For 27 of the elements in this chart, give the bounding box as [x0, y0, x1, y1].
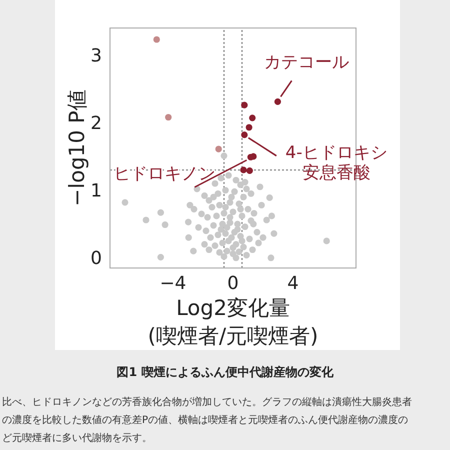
point: [246, 124, 252, 131]
y-tick-label: 0: [90, 248, 102, 270]
x-axis-title: Log2変化量 (喫煙者/元喫煙者): [148, 296, 318, 348]
point: [241, 132, 248, 138]
y-tick-label: 1: [90, 180, 102, 202]
annotation: ヒドロキノン: [114, 164, 216, 184]
text: の濃度を比較した数値の有意差Pの値、横軸は喫煙者と元喫煙者のふん便代謝産物の濃度の: [2, 414, 408, 426]
point: [215, 146, 222, 152]
x-tick-label: 4: [287, 272, 299, 294]
x-tick-label: −4: [160, 272, 186, 294]
point: [153, 36, 160, 43]
text: 図1 喫煙によるふん便中代謝産物の変化: [116, 365, 334, 379]
annotation: カテコール: [264, 52, 350, 73]
point: [241, 102, 248, 108]
y-axis-title: −log10 P値: [65, 90, 89, 206]
text: 比べ、ヒドロキノンなどの芳香族化合物が増加していた。グラフの縦軸は潰瘍性大腸炎患者: [2, 396, 412, 408]
point: [274, 98, 281, 105]
point: [246, 167, 253, 174]
y-tick-label: 3: [90, 45, 102, 66]
x-tick-label: 0: [227, 272, 239, 294]
point: [247, 154, 254, 160]
point: [165, 114, 172, 121]
point: [249, 114, 256, 122]
annotation: 4-ヒドロキシ安息香酸: [284, 142, 388, 183]
text: ど元喫煙者に多い代謝物を示す。: [2, 432, 152, 444]
y-tick-label: 2: [90, 113, 102, 134]
point: [240, 166, 247, 174]
